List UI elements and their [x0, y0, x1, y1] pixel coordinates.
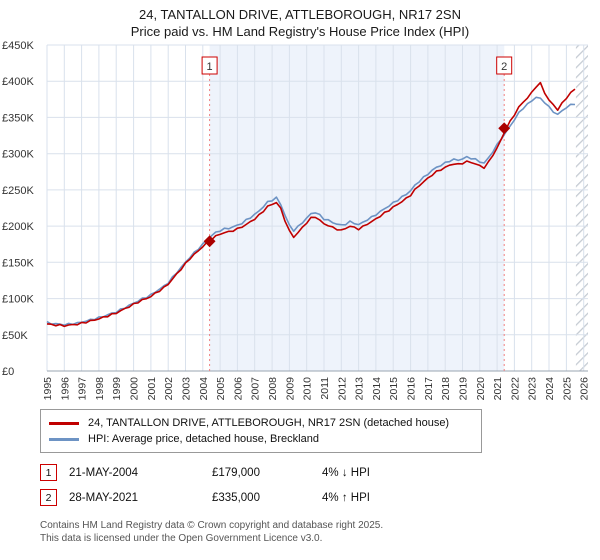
svg-text:2024: 2024 [544, 377, 556, 401]
svg-text:2013: 2013 [354, 377, 366, 401]
svg-text:2018: 2018 [440, 377, 452, 401]
chart-title: 24, TANTALLON DRIVE, ATTLEBOROUGH, NR17 … [139, 7, 461, 22]
sale-annotation-1: 1 21-MAY-2004 £179,000 4% ↓ HPI [40, 460, 600, 485]
svg-text:2: 2 [501, 61, 507, 73]
svg-text:2003: 2003 [181, 377, 193, 401]
license-footer: Contains HM Land Registry data © Crown c… [40, 519, 600, 545]
legend-label-hpi: HPI: Average price, detached house, Brec… [88, 433, 319, 445]
svg-text:£250K: £250K [2, 185, 34, 197]
svg-text:2015: 2015 [388, 377, 400, 401]
svg-text:2016: 2016 [406, 377, 418, 401]
sale-flag-2 [496, 56, 513, 75]
sale-1-date: 21-MAY-2004 [69, 466, 139, 479]
sale-2-price: £335,000 [212, 491, 260, 504]
sale-1-price: £179,000 [212, 466, 260, 479]
sale-annotation-2: 2 28-MAY-2021 £335,000 4% ↑ HPI [40, 485, 600, 510]
svg-text:2006: 2006 [232, 377, 244, 401]
chart-legend: 24, TANTALLON DRIVE, ATTLEBOROUGH, NR17 … [40, 409, 482, 453]
svg-text:2025: 2025 [561, 377, 573, 401]
svg-text:1997: 1997 [77, 377, 89, 401]
svg-text:2004: 2004 [198, 377, 210, 401]
svg-text:1996: 1996 [59, 377, 71, 401]
chart-subtitle: Price paid vs. HM Land Registry's House … [130, 24, 470, 39]
svg-text:2010: 2010 [302, 377, 314, 401]
legend-item-hpi: HPI: Average price, detached house, Brec… [49, 431, 473, 447]
svg-text:2011: 2011 [319, 377, 331, 400]
svg-text:2005: 2005 [215, 377, 227, 401]
svg-text:1995: 1995 [42, 377, 54, 401]
hpi-line-swatch [49, 437, 79, 441]
svg-text:2007: 2007 [250, 377, 262, 401]
svg-text:2026: 2026 [579, 377, 591, 401]
svg-text:2009: 2009 [284, 377, 296, 401]
sale-1-hpi-delta: 4% ↓ HPI [322, 466, 370, 479]
future-hatch-region [575, 45, 588, 371]
svg-text:2002: 2002 [163, 377, 175, 401]
svg-text:£100K: £100K [2, 294, 34, 306]
svg-text:2023: 2023 [527, 377, 539, 401]
sale-annotations: 1 21-MAY-2004 £179,000 4% ↓ HPI 2 28-MAY… [40, 460, 600, 510]
svg-text:£350K: £350K [2, 112, 34, 124]
sale-2-flag: 2 [40, 489, 57, 506]
svg-text:2021: 2021 [492, 377, 504, 401]
footer-line-1: Contains HM Land Registry data © Crown c… [40, 520, 384, 531]
svg-text:2017: 2017 [423, 377, 435, 401]
svg-text:1: 1 [207, 61, 213, 73]
svg-text:2022: 2022 [509, 377, 521, 401]
svg-text:2000: 2000 [129, 377, 141, 401]
svg-text:£0: £0 [2, 366, 14, 378]
sale-2-hpi-delta: 4% ↑ HPI [322, 491, 370, 504]
svg-text:£200K: £200K [2, 221, 34, 233]
svg-text:2014: 2014 [371, 377, 383, 401]
property-price-line [46, 81, 576, 328]
x-axis-labels: 1995 1996 1997 1998 1999 2000 2001 2002 2003 2004… [42, 377, 591, 401]
svg-text:£300K: £300K [2, 149, 34, 161]
legend-item-property: 24, TANTALLON DRIVE, ATTLEBOROUGH, NR17 … [49, 415, 473, 431]
svg-text:£400K: £400K [2, 76, 34, 88]
svg-text:£150K: £150K [2, 257, 34, 269]
sale-1-flag: 1 [40, 464, 57, 481]
svg-text:£50K: £50K [2, 330, 28, 342]
price-history-chart: £0 £50K £100K £150K £200K £250K £300K £350K £400… [2, 40, 591, 401]
svg-text:2012: 2012 [336, 377, 348, 401]
svg-text:1999: 1999 [111, 377, 123, 401]
svg-text:1998: 1998 [94, 377, 106, 401]
property-line-swatch [49, 421, 79, 425]
svg-text:£450K: £450K [2, 40, 34, 52]
sale-2-date: 28-MAY-2021 [69, 491, 139, 504]
y-axis-labels: £0 £50K £100K £150K £200K £250K £300K £350K £400… [2, 40, 34, 378]
svg-text:2001: 2001 [146, 377, 158, 401]
sale-flag-1 [201, 56, 218, 75]
footer-line-2: This data is licensed under the Open Gov… [40, 533, 323, 544]
svg-text:2008: 2008 [267, 377, 279, 401]
svg-text:2019: 2019 [458, 377, 470, 401]
legend-label-property: 24, TANTALLON DRIVE, ATTLEBOROUGH, NR17 … [88, 417, 450, 429]
svg-text:2020: 2020 [475, 377, 487, 401]
between-sales-shading [209, 45, 505, 371]
